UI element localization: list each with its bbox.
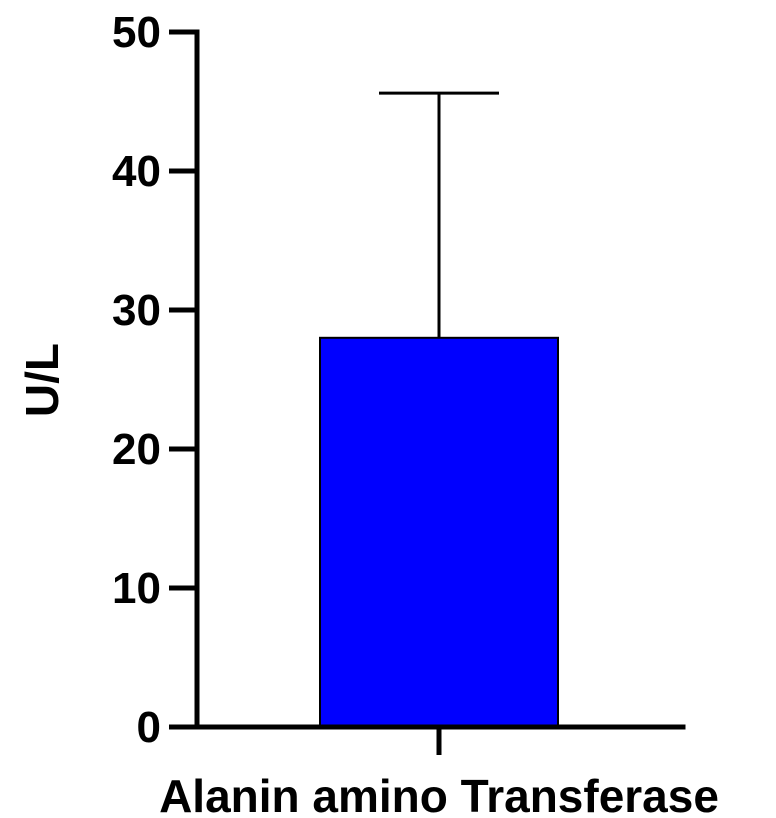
error-bars-group: [379, 91, 499, 338]
x-axis-ticks: Alanin amino Transferase: [159, 727, 719, 818]
y-tick-label: 30: [112, 286, 161, 335]
y-tick-label: 20: [112, 425, 161, 474]
y-tick-label: 40: [112, 147, 161, 196]
bars-group: [319, 336, 559, 728]
y-axis-title: U/L: [16, 343, 68, 417]
x-category-label: Alanin amino Transferase: [159, 770, 719, 818]
y-tick-label: 10: [112, 564, 161, 613]
y-tick-label: 50: [112, 8, 161, 57]
y-axis-ticks: 0 10 20 30 40 50: [112, 8, 197, 752]
bar: [319, 336, 559, 728]
y-tick-label: 0: [137, 703, 161, 752]
